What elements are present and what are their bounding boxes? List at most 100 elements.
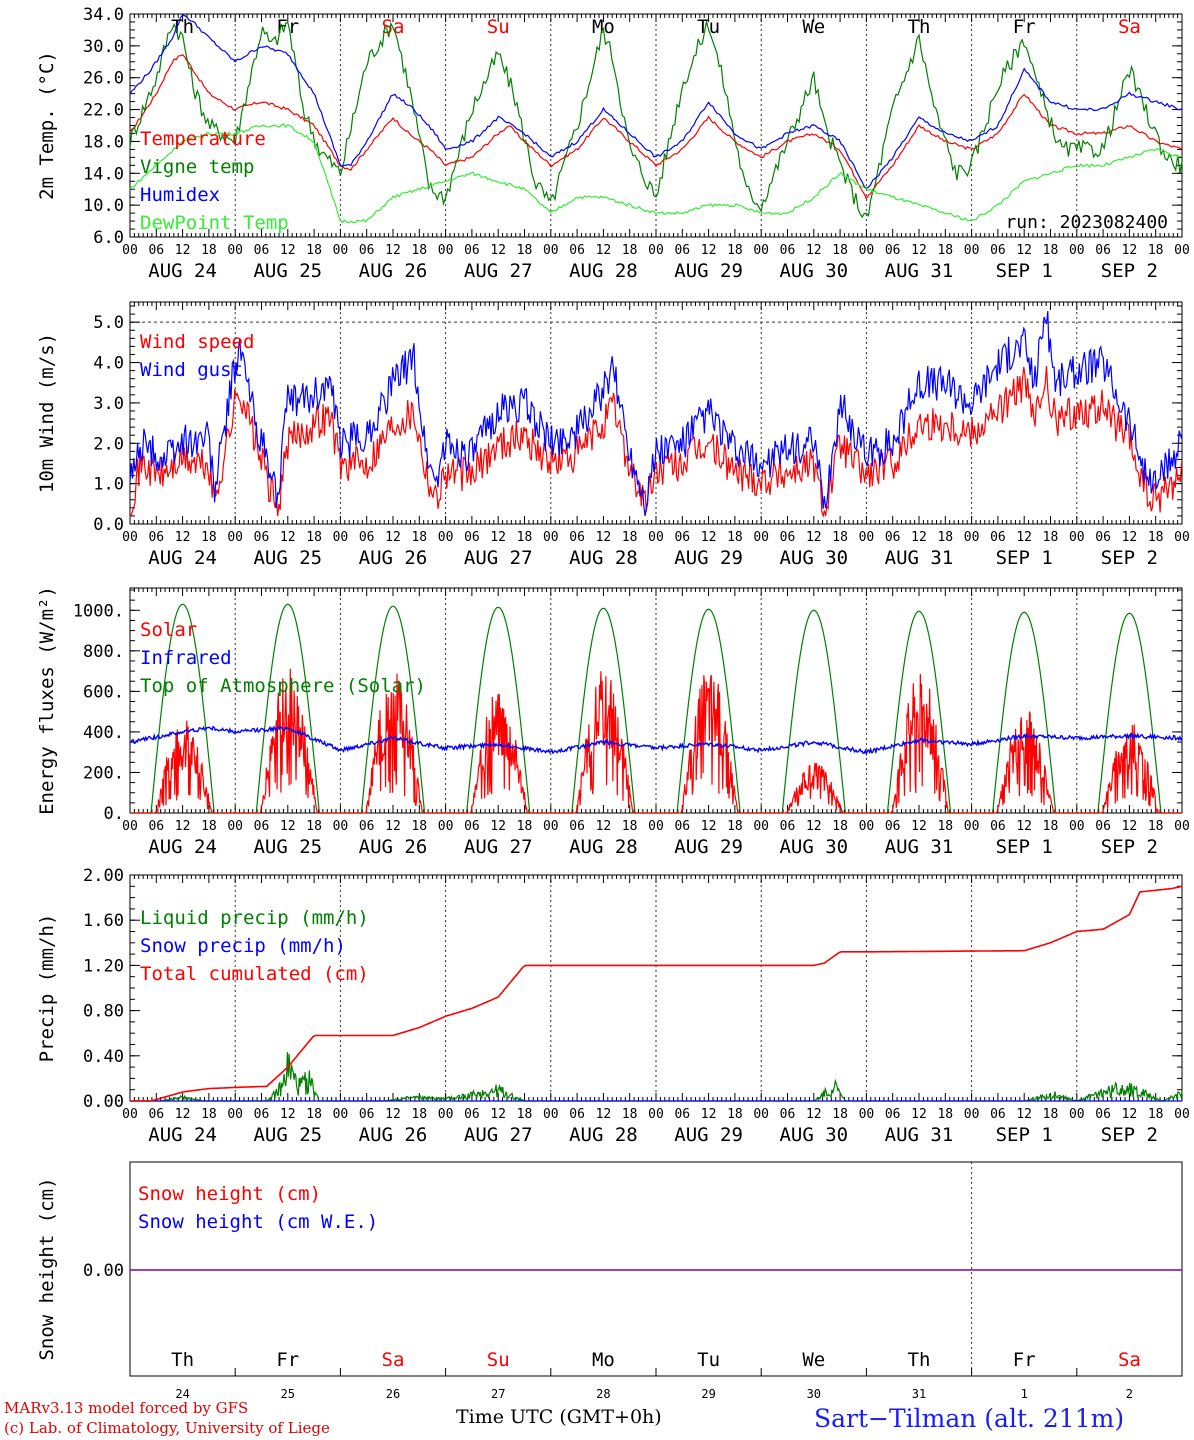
- station-name: Sart−Tilman (alt. 211m): [814, 1404, 1125, 1433]
- y-tick-label: 1.0: [93, 475, 124, 495]
- x-hour-label: 00: [753, 819, 769, 834]
- day-number-label: 1: [1021, 1387, 1028, 1401]
- x-hour-label: 18: [411, 243, 427, 258]
- legend-entry: Infrared: [140, 647, 232, 669]
- x-hour-label: 06: [990, 819, 1006, 834]
- x-hour-label: 18: [1043, 1107, 1059, 1122]
- series-line: [129, 311, 1183, 516]
- y-tick-label: 0.80: [83, 1002, 124, 1022]
- x-hour-label: 18: [937, 530, 953, 545]
- legend-entry: Liquid precip (mm/h): [140, 907, 369, 929]
- x-date-label: AUG 27: [464, 547, 533, 569]
- y-axis-label: Energy fluxes (W/m²): [36, 586, 58, 815]
- x-hour-label: 12: [490, 819, 506, 834]
- x-hour-label: 06: [148, 819, 164, 834]
- x-hour-label: 18: [832, 530, 848, 545]
- footer-lab-credit: (c) Lab. of Climatology, University of L…: [4, 1419, 330, 1437]
- x-hour-label: 18: [306, 243, 322, 258]
- x-hour-label: 12: [701, 530, 717, 545]
- x-hour-label: 18: [201, 243, 217, 258]
- x-hour-label: 12: [1122, 819, 1138, 834]
- x-hour-label: 06: [569, 1107, 585, 1122]
- x-hour-label: 00: [1069, 530, 1085, 545]
- y-tick-label: 14.0: [83, 164, 124, 184]
- x-hour-label: 18: [727, 243, 743, 258]
- run-label: run: 2023082400: [1005, 212, 1168, 233]
- x-date-label: AUG 28: [569, 836, 638, 858]
- x-hour-label: 06: [254, 1107, 270, 1122]
- x-date-label: AUG 28: [569, 260, 638, 282]
- x-hour-label: 12: [175, 530, 191, 545]
- x-hour-label: 12: [911, 1107, 927, 1122]
- day-number-label: 26: [386, 1387, 400, 1401]
- y-tick-label: 22.0: [83, 101, 124, 121]
- legend-entry: Snow precip (mm/h): [140, 935, 346, 957]
- x-hour-label: 06: [990, 1107, 1006, 1122]
- y-tick-label: 1000.: [73, 601, 124, 621]
- x-hour-label: 06: [674, 1107, 690, 1122]
- x-hour-label: 00: [333, 243, 349, 258]
- legend-entry: Wind speed: [140, 331, 254, 353]
- x-hour-label: 00: [964, 530, 980, 545]
- day-number-label: 28: [596, 1387, 610, 1401]
- x-date-label: AUG 29: [674, 1124, 743, 1146]
- x-hour-label: 18: [306, 1107, 322, 1122]
- series-line: [129, 123, 1183, 224]
- x-hour-label: 18: [727, 530, 743, 545]
- x-hour-label: 12: [806, 819, 822, 834]
- x-hour-label: 00: [964, 1107, 980, 1122]
- x-hour-label: 18: [1148, 819, 1164, 834]
- y-tick-label: 0.40: [83, 1047, 124, 1067]
- x-date-label: SEP 2: [1101, 260, 1158, 282]
- x-hour-label: 18: [517, 819, 533, 834]
- x-date-label: AUG 29: [674, 260, 743, 282]
- series-line: [130, 885, 1183, 1102]
- x-date-label: AUG 25: [253, 260, 322, 282]
- x-date-label: AUG 31: [885, 547, 954, 569]
- day-number-label: 30: [807, 1387, 821, 1401]
- x-hour-label: 06: [569, 243, 585, 258]
- y-tick-label: 3.0: [93, 394, 124, 414]
- x-date-label: AUG 25: [253, 1124, 322, 1146]
- legend-entry: Total cumulated (cm): [140, 963, 369, 985]
- x-hour-label: 12: [490, 530, 506, 545]
- x-date-label: AUG 27: [464, 260, 533, 282]
- weekday-label: Fr: [276, 16, 299, 38]
- legend-entry: Wind gust: [140, 359, 243, 381]
- x-hour-label: 00: [227, 530, 243, 545]
- weekday-label: We: [802, 1349, 825, 1371]
- weekday-label: Tu: [697, 1349, 720, 1371]
- y-tick-label: 10.0: [83, 196, 124, 216]
- x-date-label: AUG 27: [464, 1124, 533, 1146]
- x-hour-label: 18: [1148, 243, 1164, 258]
- x-hour-label: 12: [596, 530, 612, 545]
- weekday-label: Sa: [1118, 1349, 1141, 1371]
- x-hour-label: 06: [569, 819, 585, 834]
- y-tick-label: 34.0: [83, 5, 124, 25]
- x-hour-label: 12: [911, 530, 927, 545]
- legend-entry: Humidex: [140, 184, 220, 206]
- x-hour-label: 06: [885, 1107, 901, 1122]
- y-tick-label: 600.: [83, 682, 124, 702]
- weekday-label: Th: [908, 16, 931, 38]
- x-hour-label: 00: [227, 243, 243, 258]
- x-hour-label: 00: [122, 819, 138, 834]
- day-number-label: 2: [1126, 1387, 1133, 1401]
- series-line: [130, 668, 1182, 814]
- x-date-label: AUG 24: [148, 836, 217, 858]
- x-hour-label: 06: [359, 530, 375, 545]
- x-date-label: AUG 30: [779, 836, 848, 858]
- x-hour-label: 12: [1122, 1107, 1138, 1122]
- x-hour-label: 06: [254, 819, 270, 834]
- x-hour-label: 06: [674, 530, 690, 545]
- weekday-label: Fr: [1013, 1349, 1036, 1371]
- weekday-label: Fr: [276, 1349, 299, 1371]
- weekday-label: Sa: [1118, 16, 1141, 38]
- legend-entry: Snow height (cm W.E.): [138, 1211, 378, 1233]
- x-hour-label: 00: [648, 243, 664, 258]
- x-hour-label: 06: [990, 243, 1006, 258]
- x-hour-label: 12: [1016, 819, 1032, 834]
- x-hour-label: 18: [1043, 530, 1059, 545]
- legend-entry: Vigne temp: [140, 156, 254, 178]
